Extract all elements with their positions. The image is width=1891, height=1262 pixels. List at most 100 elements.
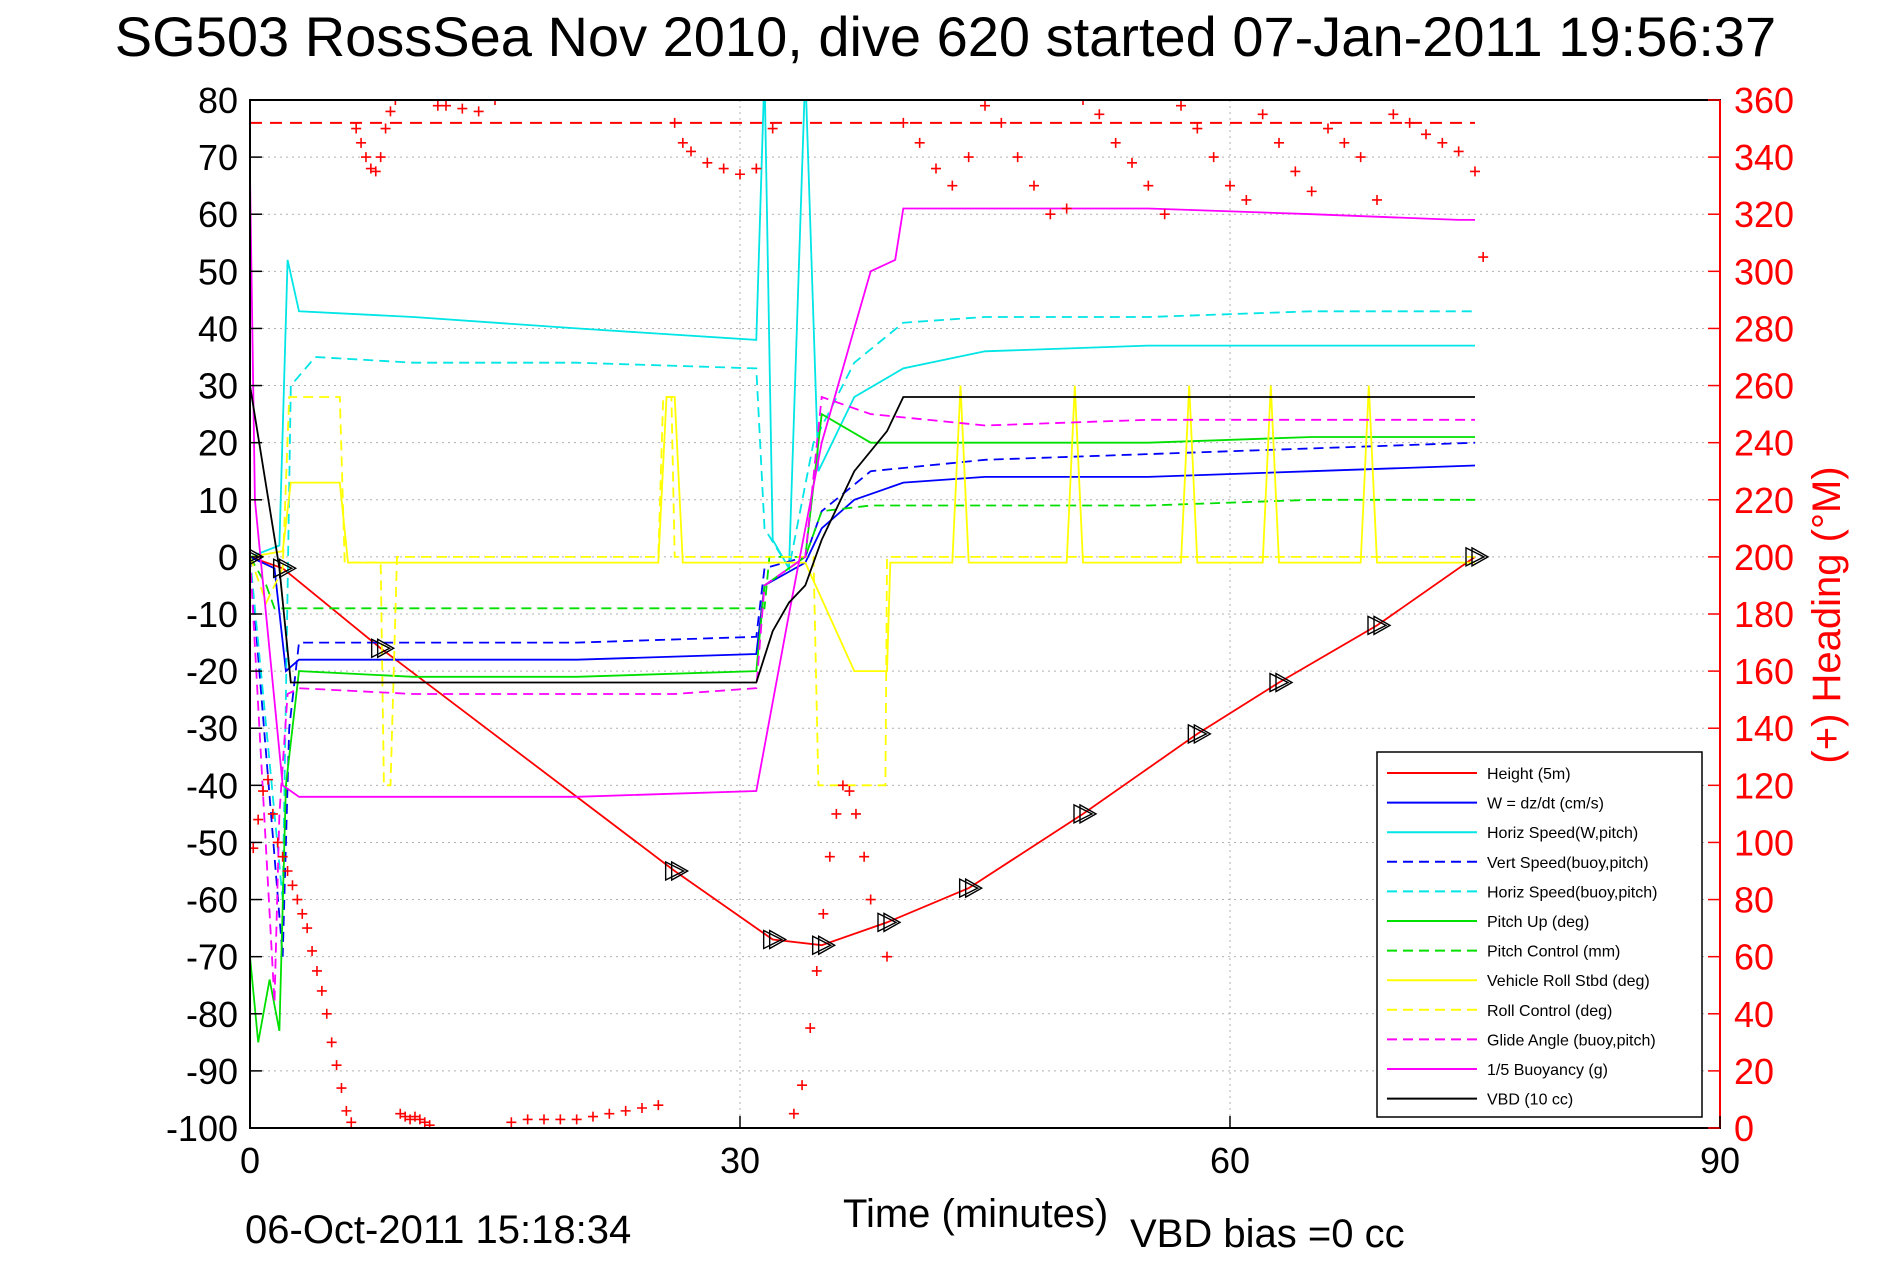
heading-point [818,908,829,919]
heading-point [1339,137,1350,148]
heading-point [302,923,313,934]
heading-point [307,945,318,956]
right-tick-label: 360 [1734,80,1794,121]
heading-point [1192,123,1203,134]
heading-point [859,851,870,862]
series-line-10 [250,174,1475,798]
heading-point [824,851,835,862]
legend-label-10: 1/5 Buoyancy (g) [1487,1062,1608,1079]
height-marker [883,912,902,933]
left-tick-label: -90 [186,1051,238,1092]
heading-point [1323,123,1333,134]
heading-point [1078,100,1088,105]
left-tick-label: 40 [198,308,238,349]
heading-point [767,123,778,134]
series-line-11 [250,385,1475,684]
heading-point [1388,109,1399,120]
heading-point [326,1037,337,1048]
heading-point [1404,117,1415,128]
heading-point [865,894,876,905]
height-marker [1373,615,1392,636]
heading-point [931,163,941,174]
series-line-9 [250,395,1475,1003]
right-tick-label: 120 [1734,765,1794,806]
series-line-5 [250,412,1475,1043]
x-tick-label: 60 [1210,1140,1250,1181]
legend-label-7: Vehicle Roll Stbd (deg) [1487,973,1650,990]
legend-box [1376,751,1703,1118]
heading-point [370,166,381,177]
heading-point [1290,166,1301,177]
heading-point [963,152,974,163]
heading-point [1355,152,1366,163]
right-tick-label: 260 [1734,366,1794,407]
heading-point [272,837,283,848]
left-tick-label: 20 [198,423,238,464]
right-tick-label: 0 [1734,1108,1754,1149]
left-tick-label: 80 [198,80,238,121]
left-tick-label: 10 [198,480,238,521]
height-marker [877,912,898,933]
heading-point [316,985,327,996]
legend-label-8: Roll Control (deg) [1487,1003,1612,1020]
height-marker [376,638,396,659]
left-tick-label: -40 [186,765,238,806]
heading-point [1127,157,1137,168]
series-line-1 [250,464,1476,673]
heading-point [282,866,293,876]
heading-point [1110,137,1121,148]
series-line-8 [250,396,1475,787]
heading-point [390,100,401,105]
heading-point [473,106,484,117]
heading-point [1012,152,1023,163]
right-tick-label: 160 [1734,651,1794,692]
right-tick-label: 20 [1734,1051,1774,1092]
left-tick-label: 0 [218,537,238,578]
heading-point [250,843,259,854]
height-marker [768,929,788,950]
heading-point [287,880,298,891]
heading-point [637,1103,647,1114]
height-marker [670,860,690,882]
left-tick-label: 30 [198,366,238,407]
heading-point [1257,109,1268,120]
heading-point [539,1114,549,1125]
heading-point [604,1108,615,1119]
right-tick-label: 140 [1734,708,1794,749]
left-tick-label: -100 [166,1108,238,1149]
heading-point [1029,180,1039,191]
x-tick-label: 0 [240,1140,260,1181]
heading-point [1478,252,1489,263]
right-tick-label: 280 [1734,308,1794,349]
right-tick-label: 220 [1734,480,1794,521]
heading-point [375,152,386,163]
height-marker [964,877,984,899]
height-marker [1465,546,1486,568]
heading-point [321,1008,332,1019]
right-tick-label: 200 [1734,537,1794,578]
legend-label-4: Horiz Speed(buoy,pitch) [1487,884,1657,901]
heading-point [947,180,958,191]
heading-point [346,1117,357,1128]
right-tick-label: 100 [1734,822,1794,863]
heading-point [1421,129,1431,140]
heading-point [1045,209,1056,220]
series-line-7 [250,385,1475,672]
height-markers [250,546,1490,956]
height-marker [1073,803,1094,825]
height-marker [1269,672,1290,693]
heading-point [1372,194,1382,205]
heading-point [351,123,362,134]
heading-point [457,103,468,114]
heading-point [1208,152,1219,163]
heading-point [356,137,367,148]
height-marker [250,548,265,566]
heading-point [751,163,762,174]
heading-point [677,137,688,148]
heading-point [850,808,861,819]
heading-point [669,117,680,128]
heading-point [253,814,264,825]
heading-point [788,1108,799,1119]
height-marker [664,860,686,882]
left-tick-label: 60 [198,194,238,235]
